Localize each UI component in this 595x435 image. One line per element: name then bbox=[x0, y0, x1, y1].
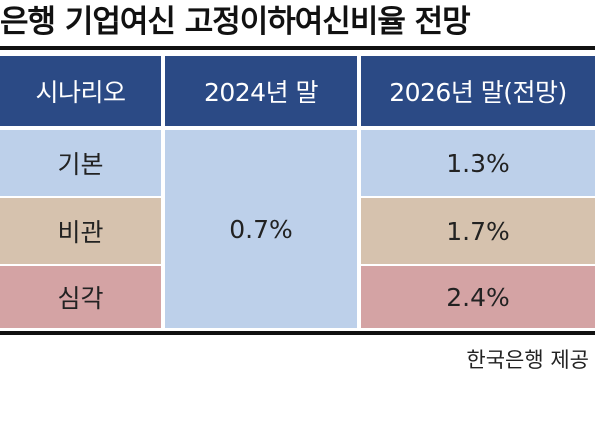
value-2026-severe: 2.4% bbox=[361, 266, 595, 328]
value-2026-base: 1.3% bbox=[361, 130, 595, 196]
value-2026-pessimistic: 1.7% bbox=[361, 198, 595, 264]
page-title: 은행 기업여신 고정이하여신비율 전망 bbox=[0, 4, 471, 40]
source-credit: 한국은행 제공 bbox=[466, 348, 589, 372]
header-2026: 2026년 말(전망) bbox=[361, 56, 595, 126]
bottom-rule bbox=[0, 331, 595, 335]
header-2024: 2024년 말 bbox=[165, 56, 357, 126]
value-2024-merged: 0.7% bbox=[165, 130, 357, 328]
header-scenario: 시나리오 bbox=[0, 56, 161, 126]
row-label-base: 기본 bbox=[0, 130, 161, 196]
top-rule bbox=[0, 46, 595, 50]
row-label-severe: 심각 bbox=[0, 266, 161, 328]
row-label-pessimistic: 비관 bbox=[0, 198, 161, 264]
